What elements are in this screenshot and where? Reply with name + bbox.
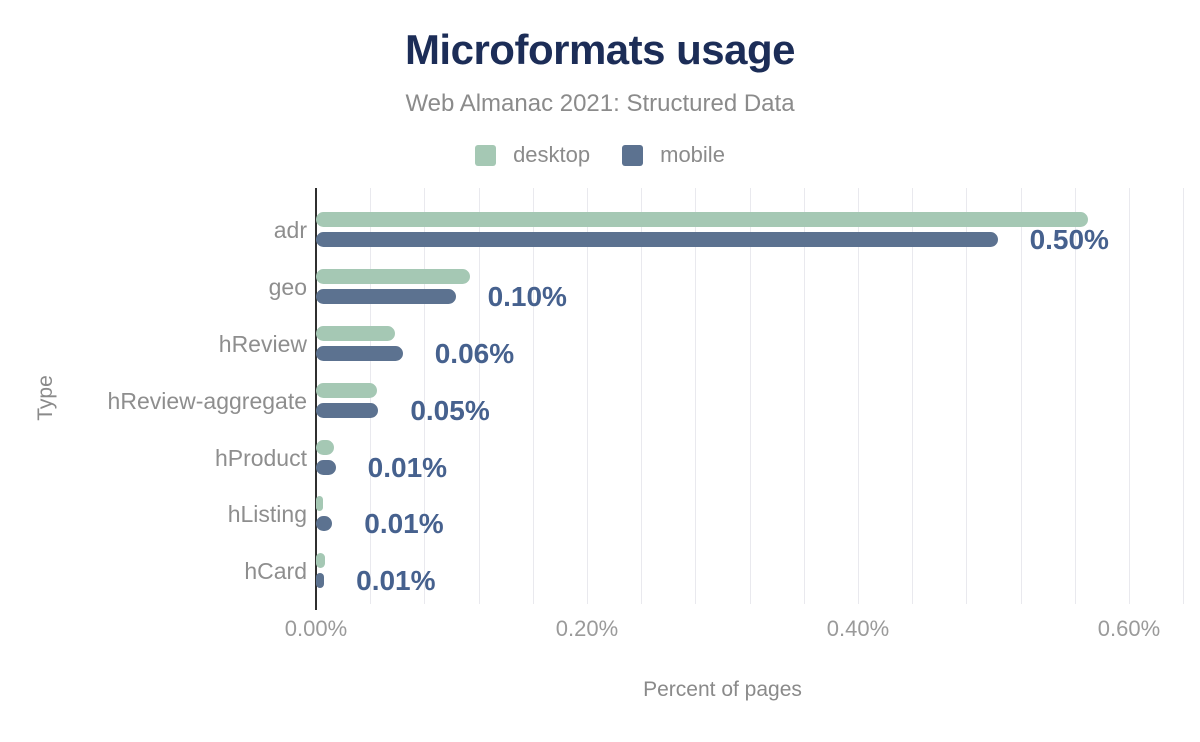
value-label-adr: 0.50%: [1029, 224, 1109, 255]
category-label-hProduct: hProduct: [214, 444, 307, 471]
bar-mobile-hListing[interactable]: [316, 516, 333, 532]
bar-mobile-adr[interactable]: [316, 232, 998, 247]
y-axis-line: [315, 188, 317, 610]
gridline: [912, 188, 914, 604]
bar-mobile-hProduct[interactable]: [316, 459, 336, 475]
bar-desktop-adr[interactable]: [316, 212, 1089, 227]
category-label-hCard: hCard: [244, 558, 307, 585]
bar-mobile-hReview-aggregate[interactable]: [316, 402, 379, 418]
bar-desktop-hCard[interactable]: [316, 553, 326, 569]
category-label-hReview: hReview: [218, 330, 307, 357]
category-label-hListing: hListing: [227, 501, 307, 528]
x-tick-0.40%: 0.40%: [826, 616, 890, 641]
bar-desktop-geo[interactable]: [316, 268, 471, 284]
bar-row-geo: 0.10%: [316, 259, 1188, 316]
bar-rows: 0.50% 0.10% 0.06% 0.05% 0.01% 0.01% 0.01%: [316, 202, 1188, 600]
bar-desktop-hReview[interactable]: [316, 325, 395, 341]
y-axis-title: Type: [34, 375, 57, 421]
gridline: [478, 188, 480, 604]
bar-row-adr: 0.50%: [316, 202, 1188, 259]
gridline: [1020, 188, 1022, 604]
x-tick-0.00%: 0.00%: [284, 616, 348, 641]
gridline: [587, 188, 588, 604]
legend-item-desktop: desktop: [475, 142, 590, 168]
value-label-hCard: 0.01%: [356, 565, 436, 597]
bar-row-hListing: 0.01%: [316, 486, 1188, 543]
gridline: [1183, 188, 1185, 604]
gridline: [1074, 188, 1076, 604]
gridline: [424, 188, 426, 604]
x-axis-title: Percent of pages: [643, 678, 802, 701]
legend-label-desktop: desktop: [513, 142, 591, 167]
mobile-swatch-icon: [622, 144, 644, 166]
bar-mobile-geo[interactable]: [316, 288, 456, 304]
category-label-hReview-aggregate: hReview-aggregate: [107, 387, 307, 414]
bar-row-hReview-aggregate: 0.05%: [316, 373, 1188, 430]
gridline: [532, 188, 534, 604]
x-tick-0.20%: 0.20%: [555, 616, 619, 641]
category-label-adr: adr: [273, 217, 307, 243]
legend: desktop mobile: [0, 142, 1200, 168]
legend-label-mobile: mobile: [660, 142, 725, 167]
bar-row-hReview: 0.06%: [316, 316, 1188, 373]
value-label-geo: 0.10%: [487, 280, 567, 312]
gridline: [641, 188, 643, 604]
plot-area: 0.50% 0.10% 0.06% 0.05% 0.01% 0.01% 0.01%: [315, 188, 1188, 610]
gridline: [749, 188, 751, 604]
bar-mobile-hReview[interactable]: [316, 345, 403, 361]
chart-subtitle: Web Almanac 2021: Structured Data: [405, 90, 795, 117]
value-label-hListing: 0.01%: [364, 508, 444, 540]
gridline: [1129, 188, 1130, 604]
gridline: [803, 188, 805, 604]
bar-desktop-hProduct[interactable]: [316, 439, 334, 455]
x-tick-0.60%: 0.60%: [1097, 616, 1161, 641]
value-label-hProduct: 0.01%: [367, 451, 448, 483]
gridline: [858, 188, 859, 604]
bar-row-hProduct: 0.01%: [316, 430, 1188, 487]
bar-mobile-hCard[interactable]: [316, 573, 325, 589]
gridline: [966, 188, 968, 604]
chart-title: Microformats usage: [404, 26, 796, 73]
bar-desktop-hListing[interactable]: [316, 496, 323, 512]
x-axis-ticks: 0.00% 0.20% 0.40% 0.60%: [0, 616, 1200, 642]
bar-row-hCard: 0.01%: [316, 543, 1188, 600]
bar-desktop-hReview-aggregate[interactable]: [316, 382, 377, 398]
value-label-hReview: 0.06%: [434, 337, 515, 369]
category-labels: adr geo hReview hReview-aggregate hProduct hL…: [0, 202, 307, 600]
value-label-hReview-aggregate: 0.05%: [410, 394, 490, 426]
category-label-geo: geo: [268, 273, 307, 300]
desktop-swatch-icon: [475, 144, 497, 166]
legend-item-mobile: mobile: [622, 142, 725, 168]
gridline: [695, 188, 697, 604]
